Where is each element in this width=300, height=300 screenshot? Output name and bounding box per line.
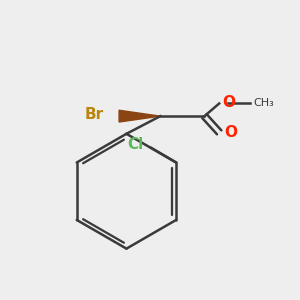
Text: O: O [222,95,235,110]
Text: CH₃: CH₃ [253,98,274,108]
Text: Br: Br [85,107,104,122]
Polygon shape [119,110,160,122]
Text: O: O [224,125,237,140]
Text: Cl: Cl [128,137,144,152]
